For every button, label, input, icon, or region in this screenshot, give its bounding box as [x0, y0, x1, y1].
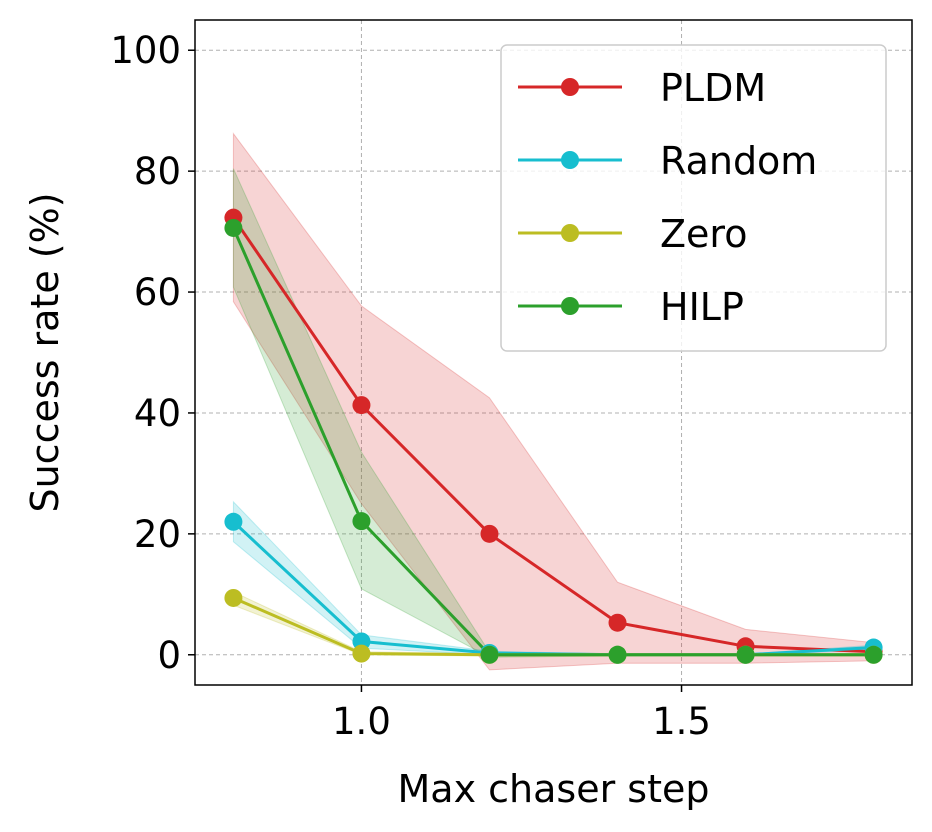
- legend-marker: [561, 224, 579, 242]
- legend-label: Zero: [660, 212, 747, 256]
- legend-item-pldm: PLDM: [518, 66, 766, 110]
- zero-point: [352, 644, 371, 663]
- legend-label: PLDM: [660, 66, 766, 110]
- y-tick-label: 0: [157, 634, 181, 677]
- legend-item-random: Random: [518, 139, 817, 183]
- legend-marker: [561, 78, 579, 96]
- legend-label: HILP: [660, 285, 744, 329]
- hilp-point: [608, 645, 627, 664]
- pldm-point: [352, 396, 371, 415]
- y-tick-label: 40: [134, 392, 181, 435]
- hilp-point: [864, 645, 883, 664]
- pldm-line: [232, 216, 874, 654]
- legend-box: [500, 44, 887, 352]
- y-axis-ticks: 0 20 40 60 80 100: [110, 29, 195, 677]
- hilp-point: [736, 645, 755, 664]
- random-point: [224, 512, 243, 531]
- y-tick-label: 100: [110, 29, 181, 72]
- series-lines: [232, 216, 874, 657]
- legend-item-hilp: HILP: [518, 285, 744, 329]
- y-axis-label: Success rate (%): [23, 192, 67, 512]
- series-points: [224, 208, 883, 664]
- plot-area-frame: [194, 19, 913, 686]
- hilp-point: [480, 645, 499, 664]
- y-tick-label: 20: [134, 513, 181, 556]
- hilp-line: [232, 227, 874, 657]
- pldm-point: [480, 524, 499, 543]
- x-axis-ticks: 1.0 1.5: [332, 685, 711, 743]
- hilp-point: [352, 512, 371, 531]
- pldm-point: [608, 613, 627, 632]
- y-tick-label: 60: [134, 271, 181, 314]
- legend-label: Random: [660, 139, 817, 183]
- zero-point: [224, 588, 243, 607]
- legend-marker: [561, 297, 579, 315]
- x-axis-label: Max chaser step: [398, 767, 710, 811]
- legend-marker: [561, 151, 579, 169]
- hilp-point: [224, 218, 243, 237]
- x-tick-label: 1.0: [332, 700, 391, 743]
- y-tick-label: 80: [134, 150, 181, 193]
- legend-item-zero: Zero: [518, 212, 747, 256]
- legend: PLDM Random Zero HILP: [500, 44, 887, 352]
- x-tick-label: 1.5: [652, 700, 711, 743]
